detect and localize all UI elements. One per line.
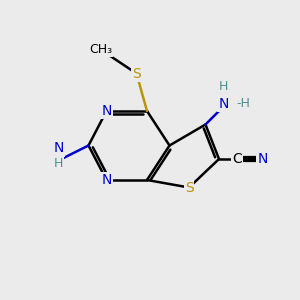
Text: C: C xyxy=(232,152,242,166)
Text: H: H xyxy=(219,80,228,94)
Text: -H: -H xyxy=(236,97,250,110)
Text: H: H xyxy=(54,157,63,170)
Text: N: N xyxy=(257,152,268,166)
Text: N: N xyxy=(53,142,64,155)
Text: S: S xyxy=(132,67,141,80)
Text: N: N xyxy=(101,104,112,118)
Text: N: N xyxy=(218,97,229,110)
Text: CH₃: CH₃ xyxy=(89,43,112,56)
Text: N: N xyxy=(101,173,112,187)
Text: S: S xyxy=(184,181,194,194)
